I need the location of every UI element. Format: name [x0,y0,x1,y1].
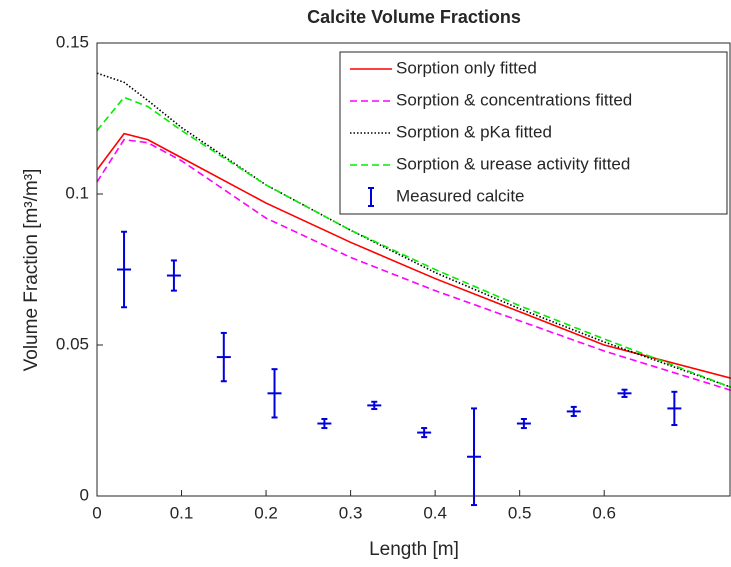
legend-label: Measured calcite [396,186,525,205]
error-bar [617,388,632,398]
error-bar [267,368,282,419]
error-bar [566,405,581,417]
line-series [96,132,731,379]
x-tick-label: 0 [92,503,101,522]
error-bar [667,390,682,427]
y-tick-label: 0.15 [56,32,89,51]
legend-label: Sorption only fitted [396,58,537,77]
x-tick-label: 0.1 [170,503,194,522]
y-tick-label: 0.05 [56,334,89,353]
line-series [96,138,731,392]
chart-title: Calcite Volume Fractions [307,7,521,27]
error-bar [317,417,332,430]
line-series [96,96,731,389]
legend-label: Sorption & concentrations fitted [396,90,632,109]
y-tick-label: 0.1 [65,183,89,202]
error-bar [417,427,432,439]
error-bar [216,331,231,383]
error-bar [166,259,181,292]
error-bar [367,400,382,411]
plot-border [96,42,731,497]
x-tick-label: 0.6 [592,503,616,522]
y-tick-label: 0 [80,485,89,504]
x-axis-label: Length [m] [369,539,459,560]
y-axis-label: Volume Fraction [m³/m³] [21,169,42,372]
line-series [96,72,731,389]
x-tick-label: 0.2 [254,503,278,522]
legend-label: Sorption & urease activity fitted [396,154,630,173]
error-bar [516,417,531,430]
x-tick-label: 0.4 [423,503,447,522]
legend-label: Sorption & pKa fitted [396,122,552,141]
x-tick-label: 0.5 [508,503,532,522]
x-tick-label: 0.3 [339,503,363,522]
error-bar [117,230,132,309]
legend-box [339,51,728,215]
error-bar [467,407,482,507]
